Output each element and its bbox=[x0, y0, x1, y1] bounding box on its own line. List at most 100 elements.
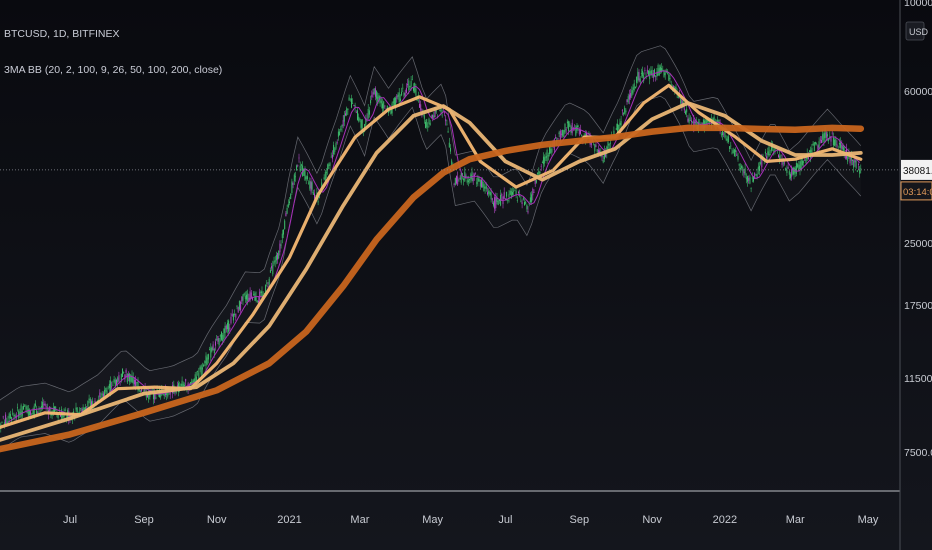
candle-body bbox=[312, 192, 314, 195]
candle-body bbox=[409, 86, 411, 87]
candle-body bbox=[754, 172, 756, 179]
candle-body bbox=[227, 322, 228, 330]
candle-body bbox=[786, 169, 788, 173]
price-axis[interactable]: 100000.0 60000.0 25000.0 17500.0 11500.0 7500… bbox=[900, 0, 932, 459]
candle-body bbox=[290, 194, 292, 199]
candle-body bbox=[243, 293, 245, 296]
candle-body bbox=[292, 182, 294, 185]
candle-body bbox=[467, 180, 469, 183]
candle-body bbox=[747, 176, 748, 182]
candle-body bbox=[457, 176, 459, 185]
candle-body bbox=[287, 203, 289, 207]
candle-body bbox=[396, 95, 398, 99]
candle-body bbox=[712, 118, 714, 121]
candle-body bbox=[323, 177, 325, 180]
candle-body bbox=[708, 121, 710, 123]
candle-body bbox=[64, 409, 66, 412]
symbol-legend[interactable]: BTCUSD, 1D, BITFINEX bbox=[4, 28, 120, 40]
candle-body bbox=[737, 155, 739, 160]
candle-body bbox=[507, 200, 509, 202]
candle-body bbox=[291, 181, 293, 193]
candle-body bbox=[107, 388, 109, 390]
candle-body bbox=[194, 374, 196, 383]
candle-body bbox=[520, 200, 522, 202]
candle-body bbox=[456, 176, 457, 184]
candle-body bbox=[544, 157, 546, 164]
candle-body bbox=[402, 87, 404, 89]
candle-body bbox=[203, 364, 205, 367]
candle-body bbox=[217, 336, 219, 342]
candle-body bbox=[415, 88, 417, 96]
candle-body bbox=[408, 80, 410, 91]
candle-body bbox=[201, 367, 203, 370]
candle-body bbox=[447, 131, 449, 133]
candle-body bbox=[136, 382, 138, 384]
candle-body bbox=[399, 98, 401, 101]
candle-body bbox=[230, 316, 232, 324]
candle-body bbox=[289, 201, 290, 204]
candle-body bbox=[680, 98, 682, 104]
candle-body bbox=[305, 176, 307, 180]
candle-body bbox=[724, 129, 726, 138]
candle-body bbox=[677, 96, 679, 99]
candle-body bbox=[644, 70, 646, 71]
candle-body bbox=[25, 407, 27, 409]
candle-body bbox=[360, 120, 362, 128]
time-tick-label: 2021 bbox=[277, 514, 301, 526]
candle-body bbox=[403, 92, 405, 97]
candle-body bbox=[575, 126, 577, 136]
candle-body bbox=[478, 178, 480, 182]
candle-body bbox=[209, 349, 211, 351]
candle-body bbox=[80, 408, 82, 410]
candle-body bbox=[706, 119, 708, 125]
candle-body bbox=[372, 92, 374, 95]
candle-body bbox=[510, 190, 512, 199]
candle-body bbox=[383, 101, 385, 109]
candle-body bbox=[334, 148, 336, 152]
candle-body bbox=[187, 383, 189, 389]
candle-body bbox=[444, 112, 445, 114]
candle-body bbox=[258, 300, 259, 303]
candle-body bbox=[588, 132, 590, 134]
candle-body bbox=[43, 404, 45, 406]
candle-body bbox=[326, 172, 327, 174]
candle-body bbox=[371, 95, 373, 98]
candle-body bbox=[681, 99, 683, 106]
candle-body bbox=[353, 105, 355, 106]
candle-body bbox=[473, 174, 475, 177]
moving-average-100-line bbox=[0, 101, 863, 442]
plot-area[interactable] bbox=[0, 45, 865, 453]
candle-body bbox=[46, 408, 48, 409]
candle-body bbox=[154, 390, 156, 400]
candle-body bbox=[368, 110, 370, 115]
candle-body bbox=[141, 388, 143, 392]
candle-body bbox=[317, 201, 319, 203]
candle-body bbox=[720, 134, 722, 136]
candle-body bbox=[27, 409, 29, 416]
candle-body bbox=[748, 178, 750, 181]
candle-body bbox=[17, 407, 18, 409]
candle-body bbox=[30, 411, 32, 415]
candle-body bbox=[498, 200, 500, 202]
candle-body bbox=[373, 88, 375, 94]
indicator-legend[interactable]: 3MA BB (20, 2, 100, 9, 26, 50, 100, 200,… bbox=[4, 64, 223, 76]
time-axis[interactable]: Jul Sep Nov 2021 Mar May Jul Sep Nov 2022 Mar May bbox=[63, 514, 879, 526]
candle-body bbox=[241, 296, 243, 302]
candle-body bbox=[420, 104, 422, 111]
candle-body bbox=[525, 201, 527, 205]
candle-body bbox=[646, 69, 648, 73]
candle-body bbox=[370, 100, 372, 104]
candle-body bbox=[126, 373, 128, 383]
candle-body bbox=[12, 413, 14, 415]
candle-body bbox=[809, 150, 811, 153]
candle-body bbox=[89, 398, 91, 410]
currency-unit-box bbox=[905, 21, 925, 41]
candle-body bbox=[767, 151, 769, 155]
candle-body bbox=[821, 140, 822, 143]
candle-body bbox=[717, 119, 719, 122]
candle-body bbox=[535, 180, 537, 183]
candle-body bbox=[823, 133, 825, 142]
candle-body bbox=[454, 177, 456, 185]
